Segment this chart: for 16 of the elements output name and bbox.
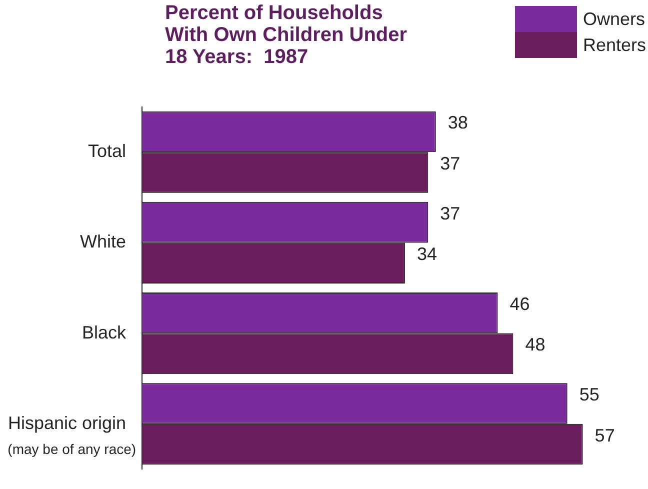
y-tick-label: Total <box>88 141 126 162</box>
data-label: 34 <box>416 244 437 264</box>
data-label: 57 <box>594 425 615 446</box>
data-label: 55 <box>579 384 600 404</box>
y-tick-label: Black <box>82 322 128 342</box>
data-label: 37 <box>440 203 460 224</box>
legend-label: Owners <box>582 8 645 30</box>
data-label: 38 <box>448 112 468 133</box>
y-tick-label: Hispanic origin <box>8 412 126 433</box>
y-tick-label: White <box>80 232 126 252</box>
legend-label: Renters <box>582 34 646 56</box>
text: (may be of any race) <box>8 440 136 457</box>
chart-title: Percent of Households With Own Children Under 18 Years: 1987 <box>165 2 408 68</box>
data-label: 48 <box>525 334 546 355</box>
data-label: 46 <box>510 294 530 314</box>
data-label: 37 <box>440 153 460 174</box>
